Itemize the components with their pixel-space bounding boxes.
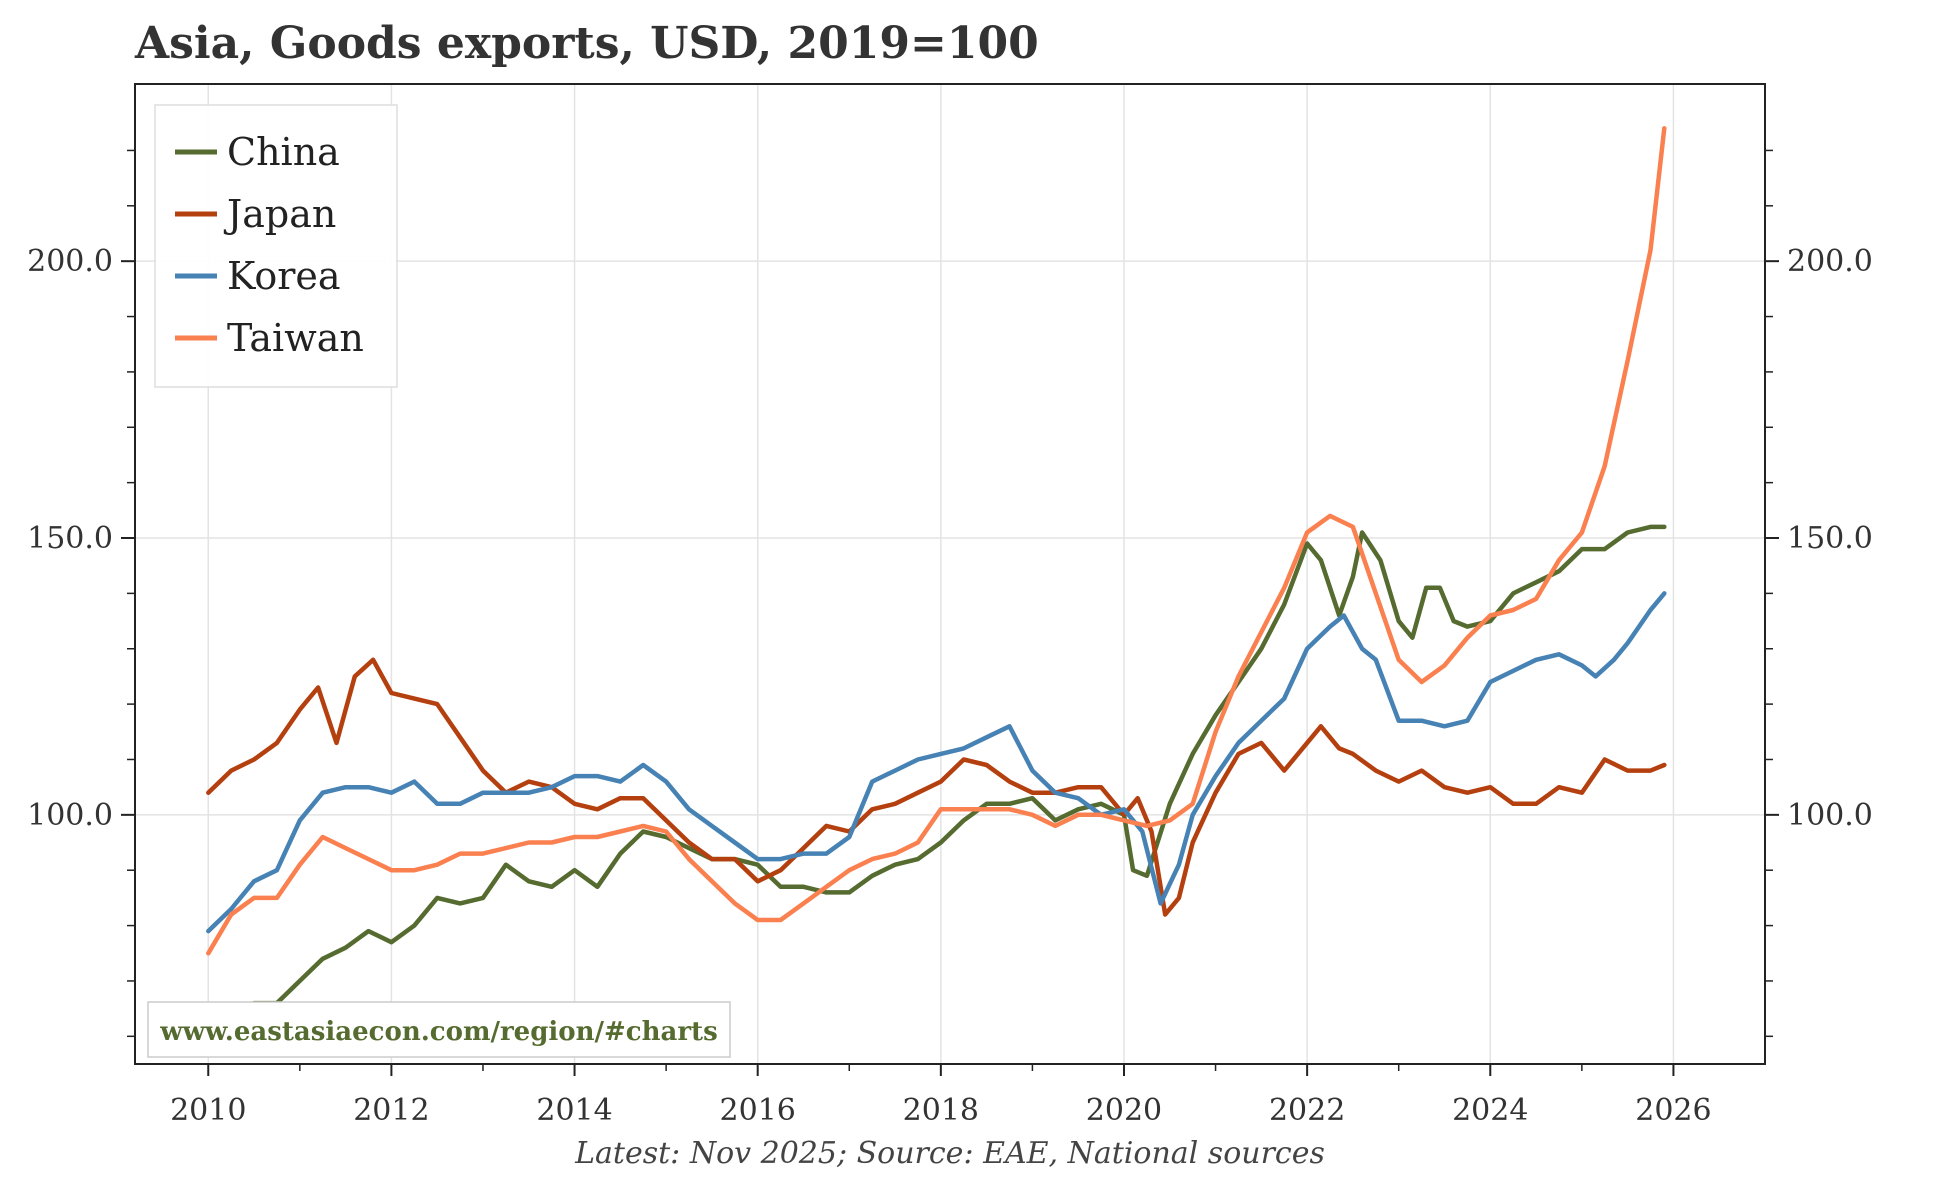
plot-frame (134, 83, 1766, 1065)
watermark-text: www.eastasiaecon.com/region/#charts (159, 1017, 717, 1047)
series-line-japan (206, 657, 1667, 917)
x-tick-label: 2022 (1269, 1093, 1345, 1128)
source-note: Latest: Nov 2025; Source: EAE, National … (574, 1136, 1325, 1171)
legend-label-japan: Japan (223, 192, 336, 236)
y-axis-right-labels: 100.0 150.0 200.0 (1787, 244, 1873, 833)
y-tick-label-right: 150.0 (1787, 521, 1873, 556)
legend: China Japan Korea Taiwan (154, 104, 398, 388)
x-tick-label: 2026 (1635, 1093, 1711, 1128)
y-tick-label-left: 200.0 (27, 244, 113, 279)
y-tick-label-right: 200.0 (1787, 244, 1873, 279)
series-lines (206, 126, 1667, 1045)
x-tick-label: 2020 (1086, 1093, 1162, 1128)
x-tick-label: 2014 (536, 1093, 612, 1128)
y-tick-label-left: 150.0 (27, 521, 113, 556)
x-tick-label: 2016 (720, 1093, 796, 1128)
legend-label-china: China (227, 130, 340, 174)
x-tick-label: 2024 (1452, 1093, 1528, 1128)
watermark-box: www.eastasiaecon.com/region/#charts (147, 1001, 731, 1058)
legend-label-korea: Korea (227, 254, 341, 298)
series-line-korea (206, 591, 1667, 934)
watermark-frame (147, 1001, 731, 1058)
y-tick-label-left: 100.0 (27, 798, 113, 833)
legend-label-taiwan: Taiwan (227, 316, 364, 360)
y-axis-left-labels: 100.0 150.0 200.0 (27, 244, 113, 833)
y-tick-label-right: 100.0 (1787, 798, 1873, 833)
series-line-taiwan (206, 126, 1667, 956)
x-tick-label: 2010 (170, 1093, 246, 1128)
series-line-china (206, 524, 1667, 1045)
axis-ticks (121, 149, 1779, 1076)
chart-title: Asia, Goods exports, USD, 2019=100 (134, 18, 1039, 69)
x-axis-labels: 2010 2012 2014 2016 2018 2020 2022 2024 2026 (170, 1093, 1712, 1128)
x-tick-label: 2012 (353, 1093, 429, 1128)
x-tick-label: 2018 (903, 1093, 979, 1128)
